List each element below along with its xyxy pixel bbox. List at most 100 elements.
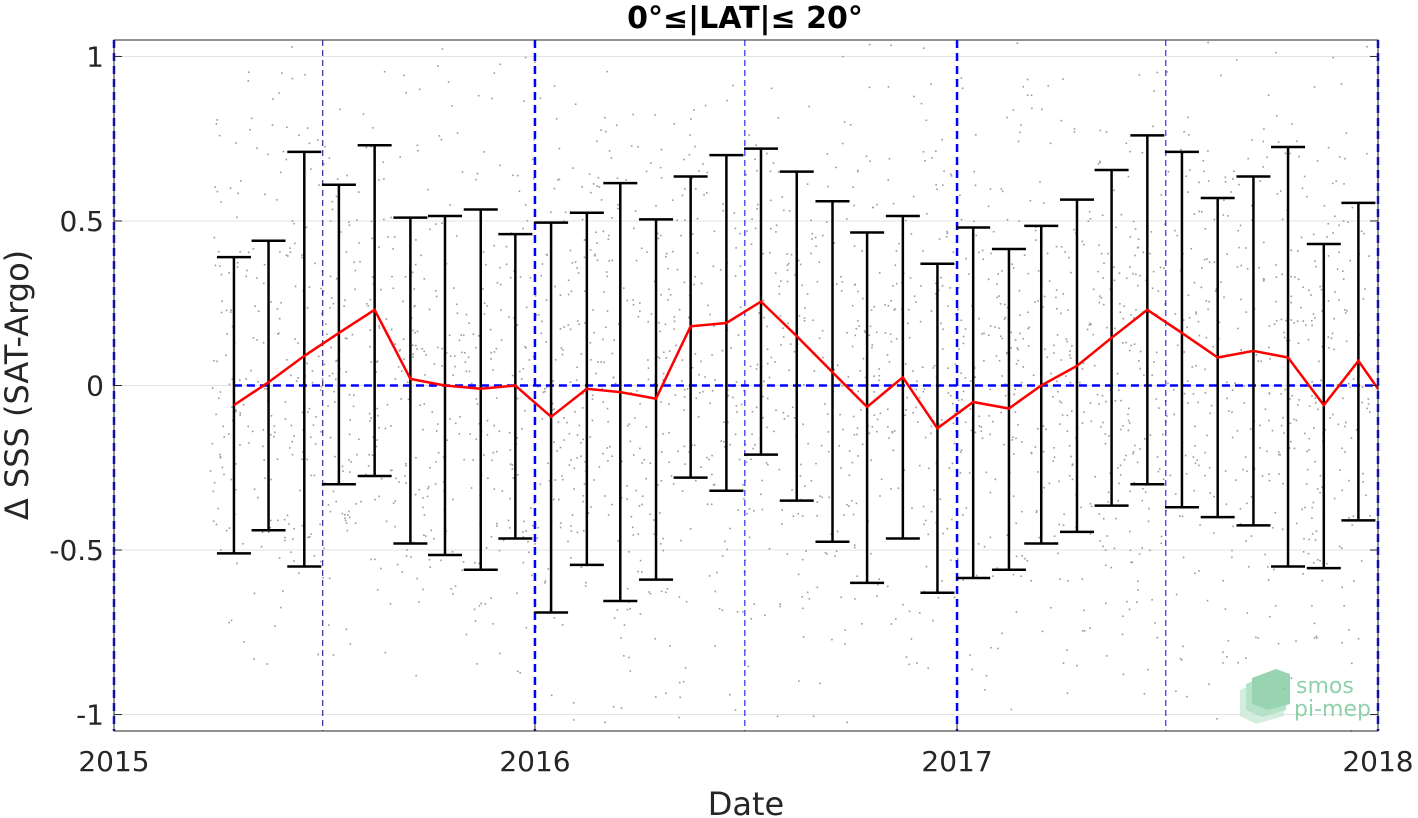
- scatter-point: [1368, 255, 1370, 257]
- scatter-point: [606, 447, 609, 449]
- scatter-point: [512, 477, 515, 479]
- scatter-point: [763, 316, 766, 319]
- scatter-point: [1194, 572, 1196, 575]
- scatter-point: [1062, 524, 1065, 527]
- scatter-point: [239, 412, 241, 414]
- scatter-point: [895, 618, 897, 620]
- scatter-point: [892, 449, 895, 452]
- scatter-point: [582, 393, 584, 395]
- scatter-point: [808, 105, 810, 108]
- scatter-point: [1248, 566, 1250, 568]
- scatter-point: [688, 451, 690, 453]
- scatter-point: [1034, 446, 1037, 448]
- scatter-point: [437, 452, 440, 454]
- scatter-point: [973, 220, 975, 223]
- scatter-point: [1246, 502, 1248, 505]
- scatter-point: [1021, 510, 1023, 513]
- scatter-point: [911, 507, 913, 510]
- scatter-point: [1269, 358, 1271, 360]
- scatter-point: [1003, 443, 1005, 446]
- scatter-point: [861, 443, 864, 446]
- scatter-point: [1014, 411, 1017, 413]
- scatter-point: [987, 278, 990, 281]
- scatter-point: [590, 191, 592, 194]
- scatter-point: [1348, 629, 1350, 631]
- scatter-point: [842, 55, 844, 58]
- scatter-point: [346, 529, 349, 532]
- scatter-point: [611, 503, 613, 506]
- scatter-point: [404, 475, 406, 477]
- scatter-point: [1113, 266, 1115, 268]
- scatter-point: [1058, 523, 1060, 526]
- scatter-point: [684, 188, 686, 190]
- scatter-point: [873, 414, 876, 416]
- scatter-point: [1069, 357, 1072, 359]
- scatter-point: [491, 97, 493, 100]
- scatter-point: [1162, 433, 1164, 436]
- scatter-point: [819, 682, 821, 685]
- scatter-point: [228, 433, 230, 435]
- scatter-point: [282, 590, 284, 592]
- scatter-point: [464, 351, 466, 354]
- scatter-point: [1316, 160, 1319, 162]
- scatter-point: [1053, 456, 1056, 458]
- scatter-point: [1125, 142, 1128, 145]
- scatter-point: [752, 447, 754, 450]
- scatter-point: [807, 442, 809, 445]
- scatter-point: [215, 523, 218, 526]
- scatter-point: [930, 510, 933, 513]
- scatter-point: [678, 681, 681, 684]
- scatter-point: [668, 403, 670, 405]
- scatter-point: [756, 363, 759, 366]
- scatter-point: [726, 99, 728, 102]
- scatter-point: [1023, 254, 1026, 256]
- scatter-point: [508, 316, 510, 318]
- scatter-point: [1311, 381, 1313, 383]
- scatter-point: [1101, 214, 1104, 217]
- scatter-point: [1301, 187, 1304, 190]
- scatter-point: [1056, 308, 1058, 310]
- scatter-point: [469, 433, 471, 435]
- scatter-point: [1156, 456, 1159, 458]
- scatter-point: [1073, 131, 1076, 133]
- scatter-point: [1216, 718, 1218, 720]
- scatter-point: [399, 156, 401, 158]
- scatter-point: [666, 588, 669, 590]
- scatter-point: [1011, 263, 1013, 265]
- scatter-point: [1289, 152, 1291, 155]
- scatter-point: [1143, 374, 1145, 377]
- scatter-point: [1316, 637, 1318, 639]
- scatter-point: [673, 320, 676, 323]
- scatter-point: [1034, 229, 1037, 232]
- scatter-point: [294, 285, 297, 288]
- scatter-point: [1158, 468, 1161, 470]
- scatter-point: [1306, 450, 1308, 453]
- scatter-point: [522, 227, 524, 230]
- scatter-point: [331, 372, 334, 375]
- scatter-point: [1123, 458, 1126, 461]
- scatter-point: [1332, 413, 1334, 416]
- scatter-point: [891, 431, 894, 434]
- scatter-point: [1065, 375, 1067, 377]
- scatter-point: [501, 490, 504, 492]
- scatter-point: [327, 405, 329, 407]
- scatter-point: [417, 149, 419, 152]
- scatter-point: [485, 264, 487, 266]
- scatter-point: [688, 316, 690, 319]
- scatter-point: [989, 388, 991, 391]
- scatter-point: [1201, 267, 1203, 269]
- scatter-point: [673, 328, 675, 330]
- scatter-point: [1319, 491, 1321, 494]
- scatter-point: [953, 596, 956, 599]
- y-tick-label: -0.5: [49, 534, 104, 567]
- y-tick-label: 0.5: [59, 205, 104, 238]
- scatter-point: [369, 329, 372, 331]
- scatter-point: [429, 228, 431, 231]
- scatter-point: [711, 354, 713, 356]
- scatter-point: [626, 299, 629, 302]
- scatter-point: [665, 692, 667, 695]
- scatter-point: [449, 418, 451, 420]
- scatter-point: [324, 145, 326, 148]
- scatter-point: [857, 290, 859, 293]
- scatter-point: [219, 456, 222, 459]
